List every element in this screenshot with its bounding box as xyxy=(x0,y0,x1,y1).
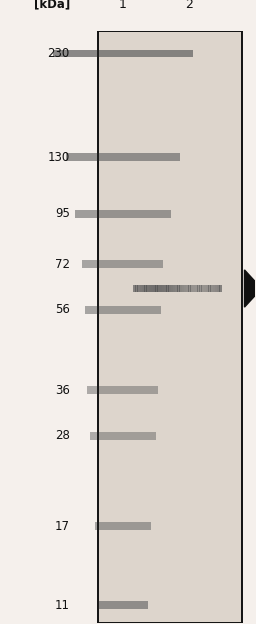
Bar xyxy=(98,602,148,609)
Bar xyxy=(168,285,171,292)
Bar xyxy=(184,285,187,292)
Bar xyxy=(148,285,151,292)
Bar xyxy=(179,285,182,292)
Bar xyxy=(53,50,193,57)
Bar xyxy=(153,285,156,292)
Bar xyxy=(193,285,195,292)
Text: 95: 95 xyxy=(55,207,70,220)
Bar xyxy=(140,285,142,292)
Bar xyxy=(217,285,220,292)
Bar xyxy=(155,285,158,292)
Bar xyxy=(164,285,167,292)
Bar xyxy=(135,285,138,292)
Bar xyxy=(137,285,140,292)
Bar xyxy=(146,285,149,292)
Text: 130: 130 xyxy=(48,150,70,163)
Bar xyxy=(170,285,173,292)
Bar xyxy=(98,31,242,623)
Bar xyxy=(159,285,162,292)
Text: 72: 72 xyxy=(55,258,70,271)
Bar xyxy=(201,285,204,292)
Text: 28: 28 xyxy=(55,429,70,442)
Text: 11: 11 xyxy=(55,599,70,612)
Bar xyxy=(95,522,151,530)
Bar xyxy=(199,285,202,292)
Bar xyxy=(215,285,217,292)
Bar xyxy=(151,285,153,292)
Bar xyxy=(133,285,136,292)
Bar xyxy=(82,260,163,268)
Bar xyxy=(197,285,200,292)
Bar xyxy=(162,285,164,292)
Bar xyxy=(186,285,189,292)
Bar xyxy=(75,210,171,218)
Bar xyxy=(142,285,145,292)
Text: 1: 1 xyxy=(119,0,127,11)
Bar xyxy=(166,285,169,292)
Polygon shape xyxy=(244,270,256,307)
Text: 56: 56 xyxy=(55,303,70,316)
Bar xyxy=(182,285,184,292)
Bar xyxy=(210,285,213,292)
Bar xyxy=(88,386,158,394)
Text: 2: 2 xyxy=(185,0,193,11)
Bar xyxy=(90,432,156,439)
Text: [kDa]: [kDa] xyxy=(34,0,70,11)
Bar xyxy=(85,306,161,314)
Text: 17: 17 xyxy=(55,520,70,533)
Bar xyxy=(177,285,180,292)
Text: 36: 36 xyxy=(55,384,70,397)
Bar xyxy=(66,153,180,161)
Bar xyxy=(219,285,222,292)
Bar xyxy=(157,285,160,292)
Bar xyxy=(188,285,191,292)
Bar xyxy=(175,285,178,292)
Bar xyxy=(144,285,147,292)
Bar xyxy=(204,285,206,292)
Bar xyxy=(208,285,211,292)
Bar xyxy=(206,285,209,292)
Text: 230: 230 xyxy=(48,47,70,60)
Bar xyxy=(212,285,215,292)
Bar xyxy=(190,285,193,292)
Bar xyxy=(173,285,175,292)
Bar xyxy=(195,285,198,292)
